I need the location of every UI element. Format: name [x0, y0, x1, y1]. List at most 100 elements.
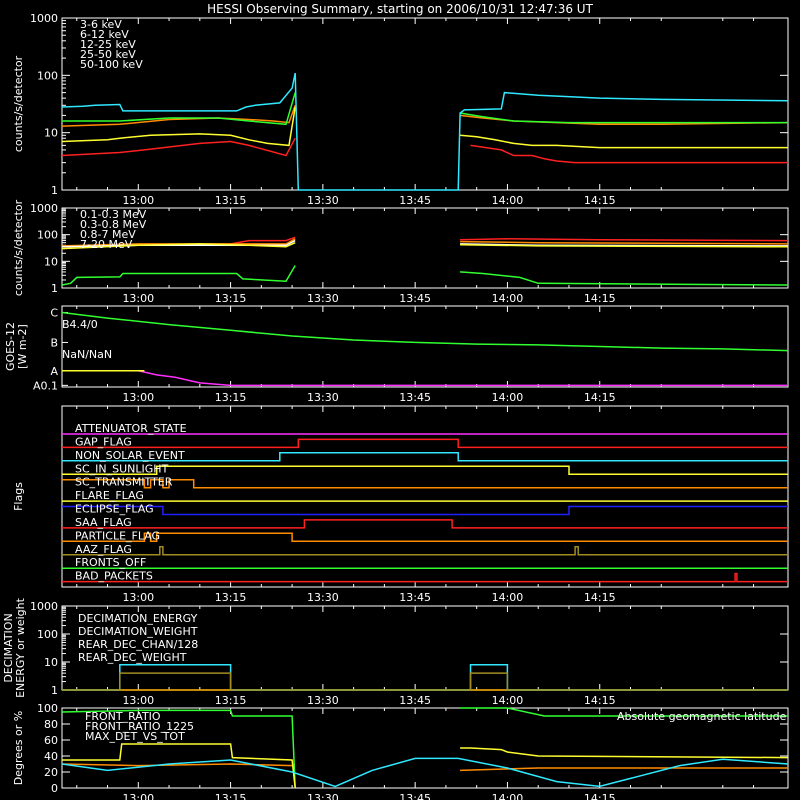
flag-label: NON_SOLAR_EVENT [75, 449, 185, 462]
count-rates-legend-entry: 3-6 keV [80, 18, 122, 31]
goes-xtick-label: 13:15 [215, 391, 247, 404]
count-rates-ylabel: counts/s/detector [12, 55, 25, 152]
flag-label: PARTICLE_FLAG [75, 529, 160, 542]
ratios-ytick-label: 0 [51, 782, 58, 795]
count-rates-ytick-label: 10 [44, 127, 58, 140]
counts-mev-series-line [61, 238, 789, 247]
count-rates-frame [61, 17, 789, 191]
flag-line [62, 452, 788, 462]
counts-mev-series-line [61, 265, 789, 286]
decimation-ytick-label: 100 [37, 628, 58, 641]
count-rates-ytick-label: 1 [51, 184, 58, 197]
flag-label: GAP_FLAG [75, 435, 132, 448]
decimation-series-line [62, 672, 788, 691]
goes-ylabel: GOES-12 [4, 322, 17, 371]
ratios-legend-entry: MAX_DET_VS_TOT [85, 730, 185, 743]
ratios-ylabel: Degrees or % [12, 711, 25, 785]
counts-mev-legend-entry: 7-20 MeV [80, 238, 133, 251]
counts-mev-xtick-label: 14:15 [584, 292, 616, 305]
decimation-xtick-label: 14:15 [584, 694, 616, 707]
flag-label: FRONTS_OFF [75, 556, 146, 569]
decimation-legend-entry: DECIMATION_ENERGY [78, 612, 198, 625]
decimation-xtick-label: 14:00 [492, 694, 524, 707]
count-rates-xtick-label: 13:15 [215, 194, 247, 207]
count-rates-series-line [61, 72, 789, 191]
flags-frame [61, 405, 789, 588]
flags-xtick-label: 14:00 [492, 591, 524, 604]
flags-xtick-label: 13:30 [307, 591, 339, 604]
flag-label: AAZ_FLAG [75, 543, 132, 556]
ratios-ytick-label: 100 [37, 702, 58, 715]
decimation-legend-entry: DECIMATION_WEIGHT [78, 625, 198, 638]
decimation-xtick-label: 13:30 [307, 694, 339, 707]
flag-label: SC_IN_SUNLIGHT [75, 462, 169, 475]
flags-ylabel: Flags [12, 482, 25, 511]
counts-mev-frame [61, 207, 789, 289]
count-rates-legend-entry: 6-12 keV [80, 28, 129, 41]
counts-mev-ylabel: counts/s/detector [12, 199, 25, 296]
count-rates-legend-entry: 25-50 keV [80, 48, 136, 61]
count-rates-series-line [61, 137, 788, 164]
decimation-ylabel: ENERGY or weight [14, 597, 27, 697]
decimation-xtick-label: 13:00 [122, 694, 154, 707]
ratios-ytick-label: 80 [44, 718, 58, 731]
flags-xtick-label: 14:15 [584, 591, 616, 604]
counts-mev-legend-entry: 0.1-0.3 MeV [80, 208, 147, 221]
ratios-series-line [61, 757, 789, 788]
decimation-ytick-label: 1000 [30, 600, 58, 613]
flag-line [62, 572, 788, 583]
flags-xtick-label: 13:45 [399, 591, 431, 604]
ratios-ytick-label: 40 [44, 750, 58, 763]
count-rates-xtick-label: 13:30 [307, 194, 339, 207]
ratios-xtick-label: 13:45 [399, 792, 431, 800]
ratios-series-line [62, 743, 789, 789]
ratios-xtick-label: 13:15 [215, 792, 247, 800]
count-rates-series-line [61, 106, 788, 149]
counts-mev-ytick-label: 10 [44, 255, 58, 268]
ratios-legend-entry: FRONT_RATIO_1225 [85, 720, 194, 733]
count-rates-ytick-label: 100 [37, 69, 58, 82]
ratios-xtick-label: 13:30 [307, 792, 339, 800]
decimation-legend-entry: REAR_DEC_WEIGHT [78, 651, 187, 664]
counts-mev-legend-entry: 0.3-0.8 MeV [80, 218, 147, 231]
flag-line [62, 546, 788, 556]
count-rates-xtick-label: 14:00 [492, 194, 524, 207]
decimation-ytick-label: 1 [51, 684, 58, 697]
flag-label: ECLIPSE_FLAG [75, 503, 154, 516]
goes-annotation: B4.4/0 [62, 318, 98, 331]
decimation-xtick-label: 13:15 [215, 694, 247, 707]
counts-mev-xtick-label: 14:00 [492, 292, 524, 305]
decimation-series-line [62, 663, 788, 691]
plot-title: HESSI Observing Summary, starting on 200… [207, 2, 593, 16]
count-rates-xtick-label: 13:00 [122, 194, 154, 207]
count-rates-series-line [62, 92, 788, 126]
goes-series-line [62, 370, 788, 387]
count-rates-legend-entry: 50-100 keV [80, 58, 143, 71]
count-rates-ytick-label: 1000 [30, 12, 58, 25]
goes-xtick-label: 13:00 [122, 391, 154, 404]
counts-mev-xtick-label: 13:15 [215, 292, 247, 305]
counts-mev-ytick-label: 1 [51, 282, 58, 295]
counts-mev-xtick-label: 13:00 [122, 292, 154, 305]
goes-xtick-label: 13:30 [307, 391, 339, 404]
flag-line [62, 532, 788, 543]
goes-ytick-label: A [50, 365, 58, 378]
ratios-series-line [61, 707, 788, 789]
ratios-frame [61, 707, 789, 789]
flag-line [62, 505, 788, 516]
ratios-ytick-label: 20 [44, 766, 58, 779]
count-rates-xtick-label: 14:15 [584, 194, 616, 207]
ratios-xtick-label: 14:00 [492, 792, 524, 800]
goes-ytick-label: A0.1 [33, 379, 58, 392]
goes-xtick-label: 14:00 [492, 391, 524, 404]
goes-frame [61, 305, 789, 388]
goes-xtick-label: 13:45 [399, 391, 431, 404]
goes-xtick-label: 14:15 [584, 391, 616, 404]
count-rates-xtick-label: 13:45 [399, 194, 431, 207]
goes-ytick-label: C [50, 306, 58, 319]
flag-line [62, 438, 788, 449]
flag-label: SAA_FLAG [75, 516, 132, 529]
ratios-annotation: Absolute geomagnetic latitude [617, 710, 787, 723]
ratios-series-line [61, 763, 788, 772]
